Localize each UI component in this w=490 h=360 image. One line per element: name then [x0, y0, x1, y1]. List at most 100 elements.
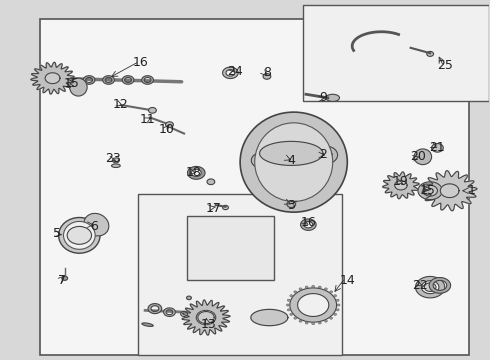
Circle shape	[290, 313, 293, 315]
Text: 25: 25	[437, 59, 453, 72]
Text: 24: 24	[227, 64, 243, 77]
Text: 5: 5	[53, 227, 61, 240]
PathPatch shape	[188, 166, 205, 179]
Circle shape	[424, 283, 436, 292]
Circle shape	[330, 317, 333, 319]
Circle shape	[67, 226, 92, 244]
Text: 4: 4	[287, 154, 295, 167]
Ellipse shape	[414, 149, 432, 165]
PathPatch shape	[300, 219, 316, 230]
Polygon shape	[251, 309, 288, 326]
Circle shape	[336, 299, 339, 301]
FancyBboxPatch shape	[138, 194, 343, 355]
Circle shape	[166, 122, 173, 127]
FancyBboxPatch shape	[187, 216, 274, 280]
Circle shape	[113, 158, 119, 163]
Circle shape	[427, 51, 434, 57]
PathPatch shape	[164, 308, 175, 316]
Circle shape	[312, 285, 315, 288]
Text: 18: 18	[186, 166, 202, 179]
PathPatch shape	[122, 76, 134, 84]
Circle shape	[294, 317, 297, 319]
Circle shape	[318, 286, 321, 288]
Text: 15: 15	[420, 184, 436, 197]
PathPatch shape	[83, 76, 95, 84]
Polygon shape	[441, 184, 459, 198]
Circle shape	[287, 299, 290, 301]
PathPatch shape	[251, 153, 273, 168]
Text: 10: 10	[159, 123, 175, 136]
PathPatch shape	[222, 67, 238, 78]
Circle shape	[334, 295, 337, 297]
Ellipse shape	[142, 323, 153, 327]
PathPatch shape	[418, 182, 442, 200]
Circle shape	[196, 310, 216, 325]
Text: 19: 19	[393, 175, 409, 188]
Polygon shape	[31, 62, 74, 94]
Circle shape	[287, 309, 290, 311]
FancyBboxPatch shape	[303, 5, 489, 102]
Ellipse shape	[240, 112, 347, 212]
Ellipse shape	[255, 123, 333, 202]
Text: 14: 14	[340, 274, 355, 287]
Polygon shape	[198, 311, 214, 324]
Circle shape	[181, 311, 188, 316]
Circle shape	[336, 309, 339, 311]
Text: 17: 17	[205, 202, 221, 215]
Ellipse shape	[84, 213, 109, 236]
Circle shape	[312, 323, 315, 325]
Text: 16: 16	[132, 55, 148, 69]
Text: 3: 3	[287, 198, 295, 212]
Circle shape	[187, 296, 192, 300]
Circle shape	[222, 205, 228, 210]
Text: 12: 12	[113, 99, 129, 112]
Polygon shape	[260, 141, 323, 165]
Circle shape	[62, 276, 68, 280]
Text: 7: 7	[58, 274, 66, 287]
Circle shape	[334, 313, 337, 315]
PathPatch shape	[313, 146, 338, 164]
Text: 2: 2	[319, 148, 327, 162]
Circle shape	[263, 73, 271, 79]
Ellipse shape	[64, 221, 95, 249]
Polygon shape	[182, 300, 230, 335]
Circle shape	[324, 288, 327, 290]
Text: 11: 11	[140, 113, 155, 126]
Text: 1: 1	[467, 184, 475, 197]
Ellipse shape	[59, 217, 100, 253]
PathPatch shape	[142, 76, 153, 84]
PathPatch shape	[263, 157, 281, 170]
Text: 9: 9	[319, 91, 327, 104]
Text: 23: 23	[105, 152, 122, 165]
Ellipse shape	[70, 78, 87, 96]
FancyBboxPatch shape	[40, 19, 469, 355]
Circle shape	[148, 108, 156, 113]
PathPatch shape	[148, 303, 162, 314]
Polygon shape	[383, 172, 419, 199]
Circle shape	[305, 286, 308, 288]
Ellipse shape	[326, 94, 340, 102]
Polygon shape	[394, 181, 407, 190]
Circle shape	[432, 144, 443, 152]
Circle shape	[287, 304, 289, 306]
Circle shape	[287, 201, 295, 207]
Circle shape	[290, 295, 293, 297]
Text: 13: 13	[200, 318, 216, 331]
Circle shape	[305, 322, 308, 324]
Circle shape	[337, 304, 340, 306]
Circle shape	[324, 320, 327, 322]
Circle shape	[294, 291, 297, 293]
Polygon shape	[45, 73, 60, 84]
Circle shape	[299, 288, 302, 290]
PathPatch shape	[429, 278, 451, 293]
Text: 21: 21	[430, 141, 445, 154]
Circle shape	[318, 322, 321, 324]
Circle shape	[299, 320, 302, 322]
PathPatch shape	[416, 276, 445, 298]
Text: 15: 15	[64, 77, 80, 90]
Ellipse shape	[112, 164, 120, 167]
Circle shape	[330, 291, 333, 293]
Text: 8: 8	[263, 66, 271, 79]
Text: 16: 16	[300, 216, 316, 229]
Circle shape	[207, 179, 215, 185]
